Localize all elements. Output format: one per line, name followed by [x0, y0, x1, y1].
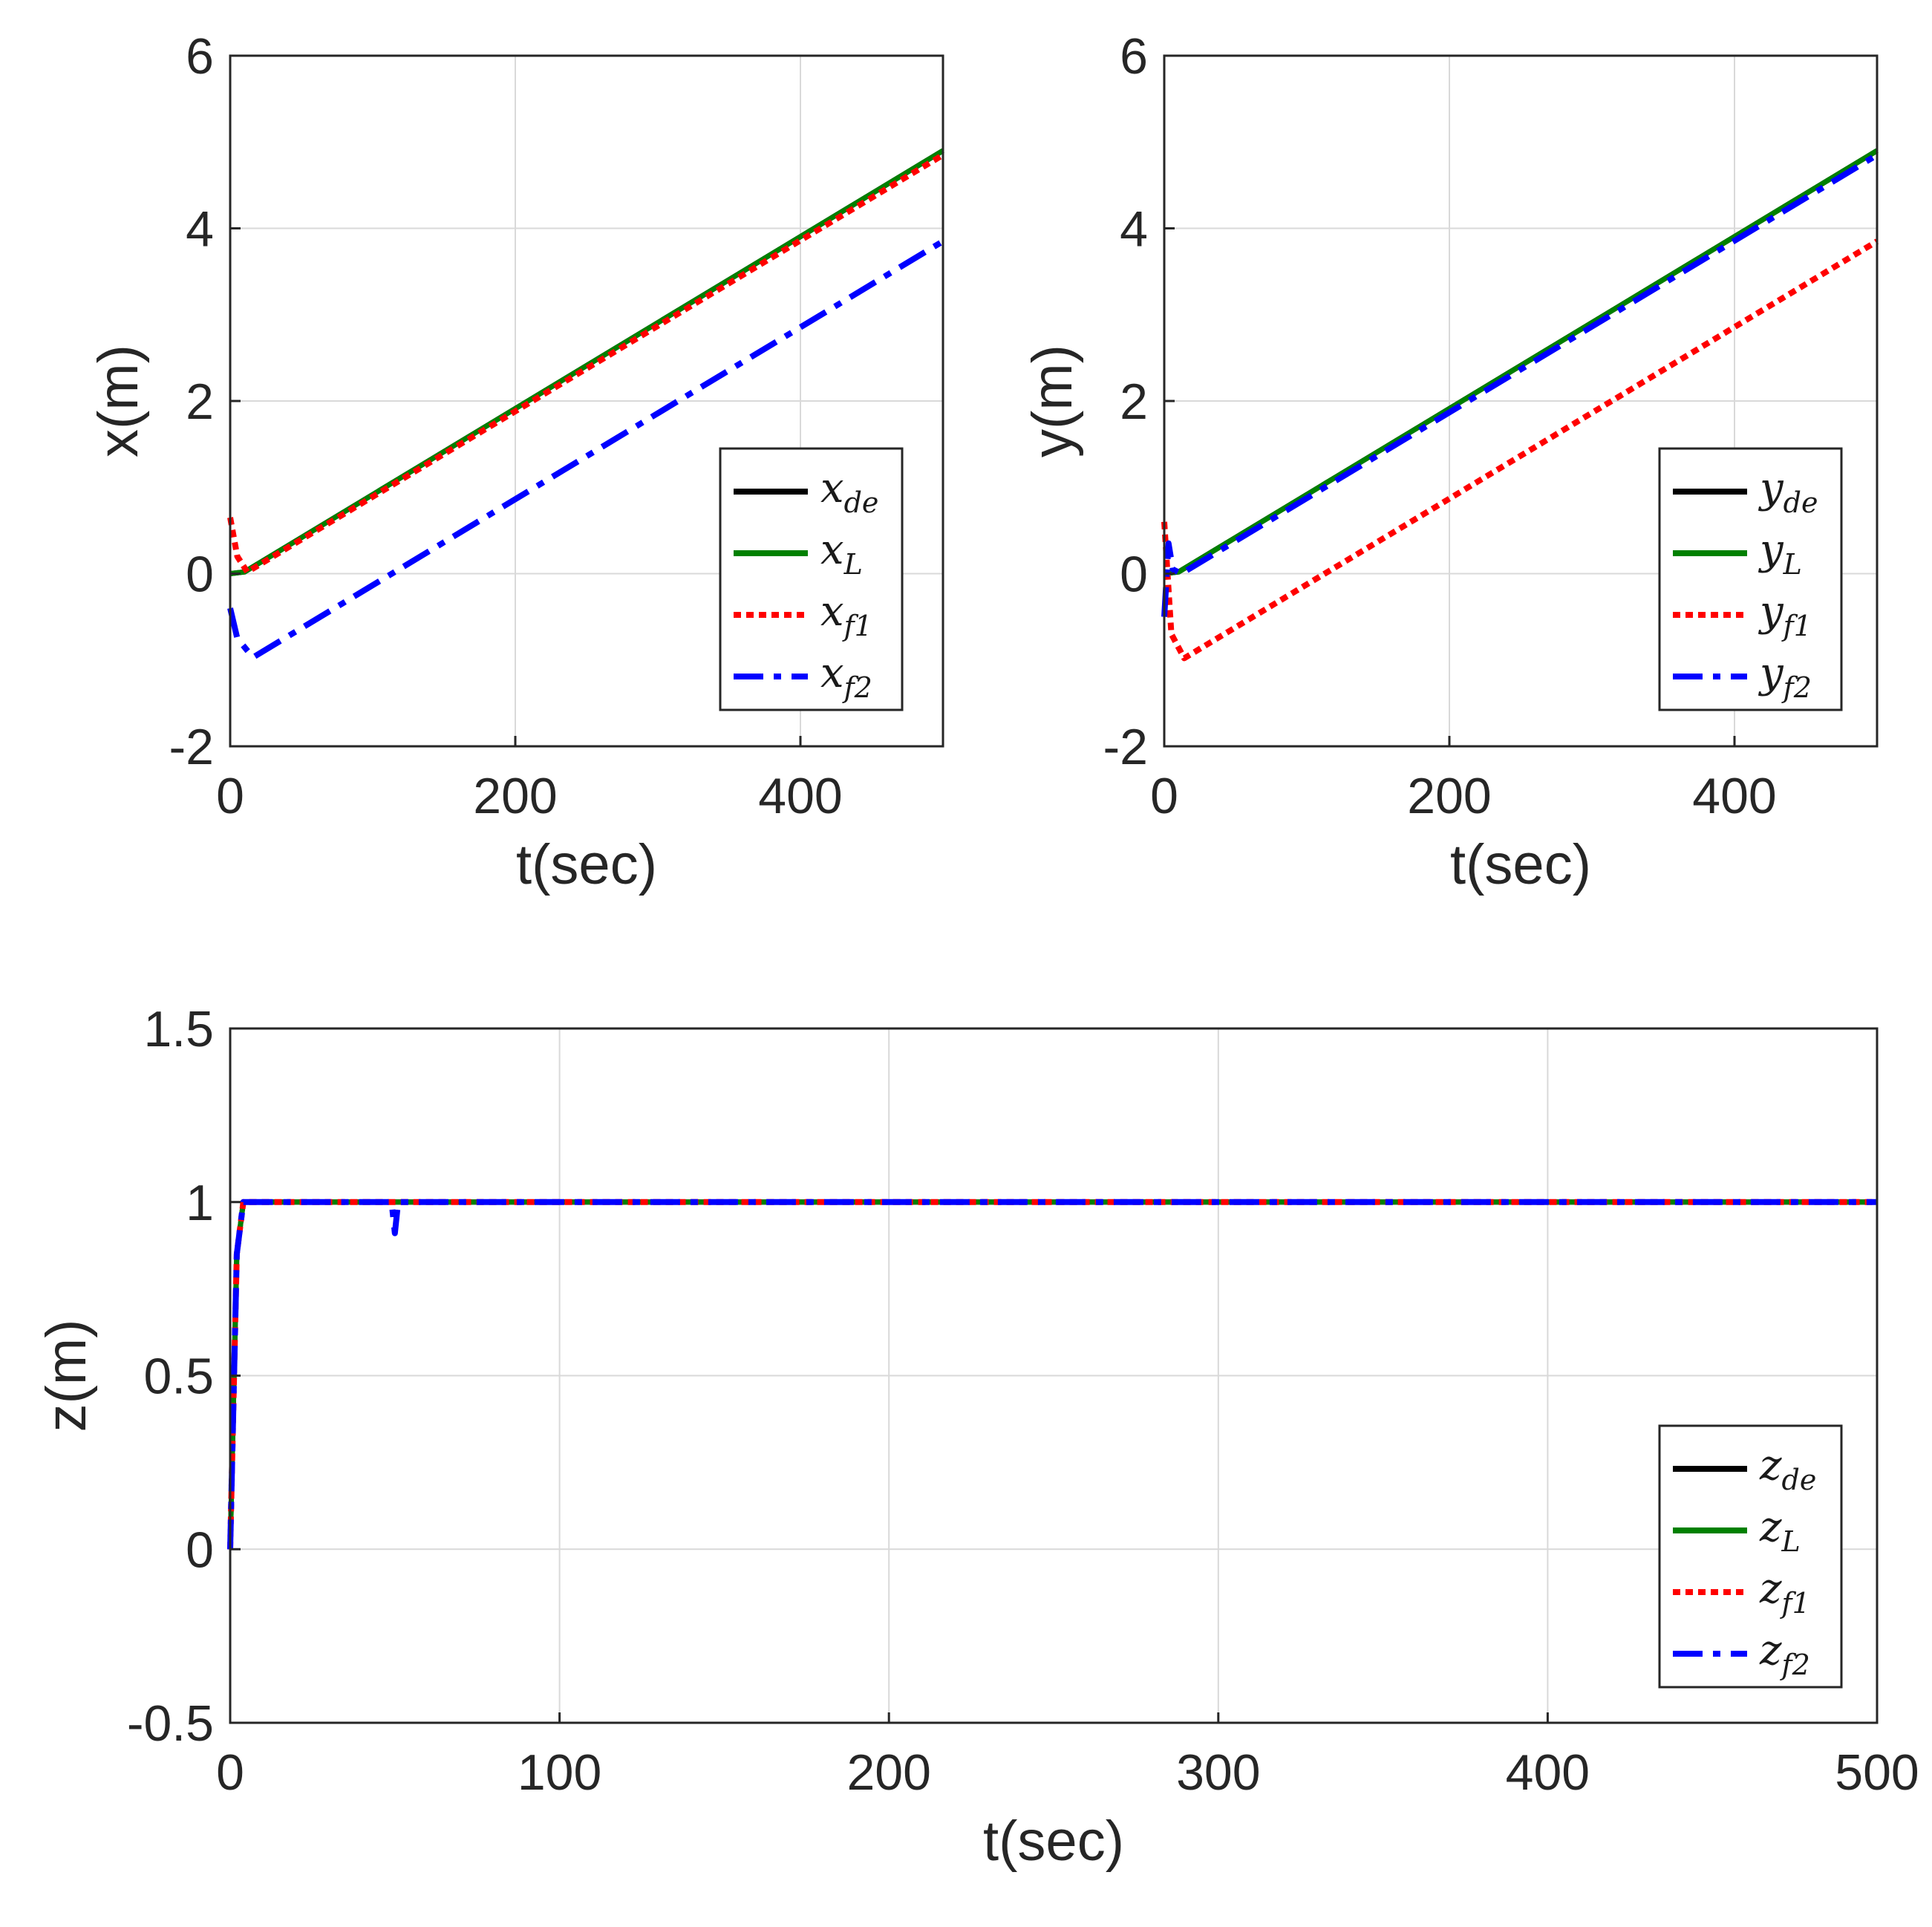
y-ytick-label-4: 6	[1120, 28, 1148, 85]
y-series-y_f1	[1161, 238, 1879, 662]
z-xtick-label-1: 100	[518, 1744, 601, 1801]
y-series-y_f2	[1161, 152, 1879, 617]
z-series-z_f2	[227, 1199, 1877, 1550]
y-ylabel: y(m)	[1021, 345, 1084, 457]
x-xtick-label-0: 0	[216, 768, 244, 824]
x-ytick-label-0: -2	[169, 719, 214, 775]
x-ytick-label-3: 4	[186, 201, 214, 258]
y-legend-label-y_de: yde	[1758, 464, 1818, 519]
y-legend-label-y_L: yL	[1758, 526, 1802, 581]
y-xtick-label-0: 0	[1150, 768, 1178, 824]
z-ytick-label-2: 0.5	[143, 1349, 214, 1405]
x-series-x_f2	[227, 238, 945, 661]
z-legend-label-z_f2: zf2	[1759, 1626, 1810, 1681]
x-ytick-label-2: 2	[186, 374, 214, 430]
z-legend-label-z_L: zL	[1759, 1503, 1801, 1558]
z-legend-label-z_de: zde	[1759, 1441, 1816, 1496]
x-legend: xde xL xf1 xf2	[719, 447, 904, 711]
y-legend-label-y_f2: yf2	[1758, 649, 1812, 704]
z-xtick-label-4: 400	[1506, 1744, 1590, 1801]
x-xtick-label-1: 200	[473, 768, 557, 824]
x-ytick-label-4: 6	[186, 28, 214, 85]
z-ytick-label-0: -0.5	[127, 1695, 214, 1752]
z-ytick-label-1: 0	[186, 1522, 214, 1578]
z-legend-label-z_f1: zf1	[1759, 1565, 1810, 1620]
x-series-x_f1	[227, 152, 945, 576]
y-legend-label-y_f1: yf1	[1758, 587, 1812, 642]
y-xtick-label-1: 200	[1407, 768, 1491, 824]
z-xtick-label-0: 0	[216, 1744, 244, 1801]
y-ytick-label-0: -2	[1103, 719, 1148, 775]
x-legend-label-x_f1: xf1	[820, 587, 872, 642]
y-ytick-label-2: 2	[1120, 374, 1148, 430]
chart-z: 0 100 200 300 400 500-0.500.511.5t(sec)z(m)zd…	[35, 1001, 1919, 1873]
z-xlabel: t(sec)	[983, 1810, 1124, 1873]
z-ytick-label-3: 1	[186, 1175, 214, 1231]
x-legend-label-x_L: xL	[820, 526, 863, 581]
x-ylabel: x(m)	[87, 345, 150, 457]
x-legend-label-x_de: xde	[820, 464, 878, 519]
x-legend-label-x_f2: xf2	[820, 649, 872, 704]
x-xtick-label-2: 400	[758, 768, 842, 824]
y-ytick-label-1: 0	[1120, 547, 1148, 603]
z-ylabel: z(m)	[35, 1320, 98, 1432]
z-xtick-label-3: 300	[1176, 1744, 1260, 1801]
z-ytick-label-4: 1.5	[143, 1001, 214, 1057]
y-legend: yde yL yf1 yf2	[1658, 447, 1843, 711]
z-xtick-label-2: 200	[846, 1744, 930, 1801]
y-ytick-label-3: 4	[1120, 201, 1148, 258]
z-legend: zde zL zf1 zf2	[1658, 1424, 1843, 1689]
x-xlabel: t(sec)	[516, 833, 657, 896]
y-xtick-label-2: 400	[1692, 768, 1776, 824]
y-xlabel: t(sec)	[1450, 833, 1591, 896]
z-xtick-label-5: 500	[1835, 1744, 1919, 1801]
x-ytick-label-1: 0	[186, 547, 214, 603]
